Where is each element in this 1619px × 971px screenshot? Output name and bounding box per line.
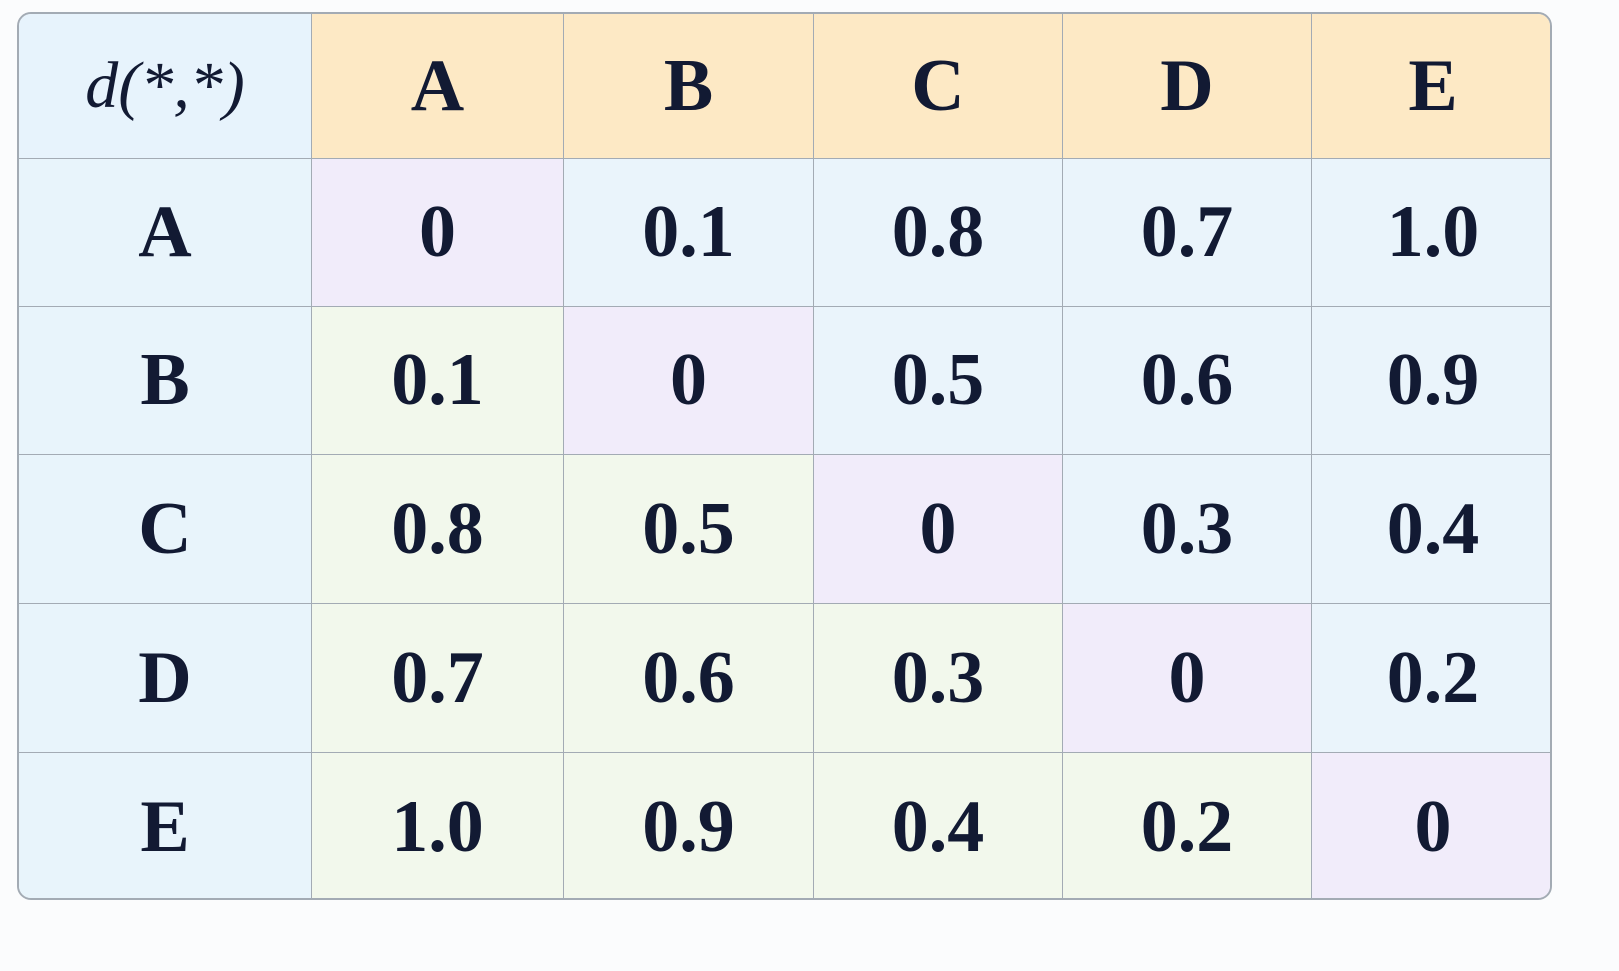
- row-header: D: [19, 604, 312, 753]
- distance-cell: 0.7: [1063, 159, 1312, 307]
- distance-cell: 0.3: [1063, 455, 1312, 604]
- distance-cell: 0.7: [312, 604, 564, 753]
- column-header: B: [564, 14, 814, 159]
- distance-table: d(*,*) A B C D E A 0 0.1 0.8 0.7 1.0 B 0.1 0 0.5 0.6 0.9 C…: [17, 12, 1552, 900]
- corner-header: d(*,*): [19, 14, 312, 159]
- row-header: E: [19, 753, 312, 898]
- distance-cell: 0.1: [312, 307, 564, 455]
- column-header: D: [1063, 14, 1312, 159]
- column-header: C: [814, 14, 1063, 159]
- distance-cell: 0.6: [1063, 307, 1312, 455]
- distance-cell: 0.5: [814, 307, 1063, 455]
- distance-cell: 0.2: [1063, 753, 1312, 898]
- distance-cell: 1.0: [312, 753, 564, 898]
- distance-cell: 0.9: [564, 753, 814, 898]
- column-header: A: [312, 14, 564, 159]
- distance-cell: 0.2: [1312, 604, 1550, 753]
- distance-cell: 0.5: [564, 455, 814, 604]
- distance-cell: 0: [312, 159, 564, 307]
- distance-cell: 0.6: [564, 604, 814, 753]
- distance-cell: 0: [564, 307, 814, 455]
- distance-cell: 0.3: [814, 604, 1063, 753]
- distance-cell: 0.4: [814, 753, 1063, 898]
- distance-cell: 0: [1063, 604, 1312, 753]
- distance-cell: 0.4: [1312, 455, 1550, 604]
- distance-cell: 0: [1312, 753, 1550, 898]
- distance-cell: 0.9: [1312, 307, 1550, 455]
- distance-cell: 0.8: [814, 159, 1063, 307]
- distance-cell: 1.0: [1312, 159, 1550, 307]
- column-header: E: [1312, 14, 1550, 159]
- row-header: B: [19, 307, 312, 455]
- distance-cell: 0.1: [564, 159, 814, 307]
- distance-cell: 0.8: [312, 455, 564, 604]
- row-header: A: [19, 159, 312, 307]
- row-header: C: [19, 455, 312, 604]
- distance-cell: 0: [814, 455, 1063, 604]
